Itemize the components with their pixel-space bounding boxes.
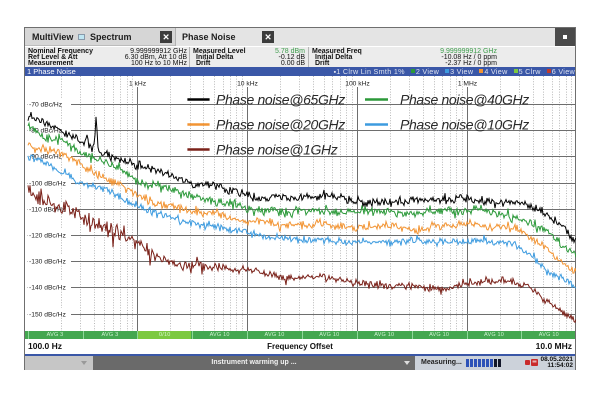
svg-text:1 MHz: 1 MHz xyxy=(458,81,478,88)
svg-text:Phase noise@40GHz: Phase noise@40GHz xyxy=(400,92,529,108)
svg-text:Phase noise@65GHz: Phase noise@65GHz xyxy=(216,92,345,108)
svg-text:-140 dBc/Hz: -140 dBc/Hz xyxy=(29,285,66,292)
svg-text:10 kHz: 10 kHz xyxy=(237,81,258,88)
svg-text:-90 dBc/Hz: -90 dBc/Hz xyxy=(29,154,63,161)
svg-text:-110 dBc/Hz: -110 dBc/Hz xyxy=(29,207,66,214)
svg-text:-80 dBc/Hz: -80 dBc/Hz xyxy=(29,128,63,135)
svg-text:Phase noise@20GHz: Phase noise@20GHz xyxy=(216,117,345,133)
svg-text:-150 dBc/Hz: -150 dBc/Hz xyxy=(29,312,66,319)
svg-text:-130 dBc/Hz: -130 dBc/Hz xyxy=(29,259,66,266)
svg-text:Phase noise@10GHz: Phase noise@10GHz xyxy=(400,117,529,133)
svg-text:100 kHz: 100 kHz xyxy=(345,81,370,88)
svg-text:-100 dBc/Hz: -100 dBc/Hz xyxy=(29,181,66,188)
svg-text:1 kHz: 1 kHz xyxy=(129,81,147,88)
svg-text:-70 dBc/Hz: -70 dBc/Hz xyxy=(29,102,63,109)
svg-text:-120 dBc/Hz: -120 dBc/Hz xyxy=(29,233,66,240)
svg-text:Phase noise@1GHz: Phase noise@1GHz xyxy=(216,142,338,158)
